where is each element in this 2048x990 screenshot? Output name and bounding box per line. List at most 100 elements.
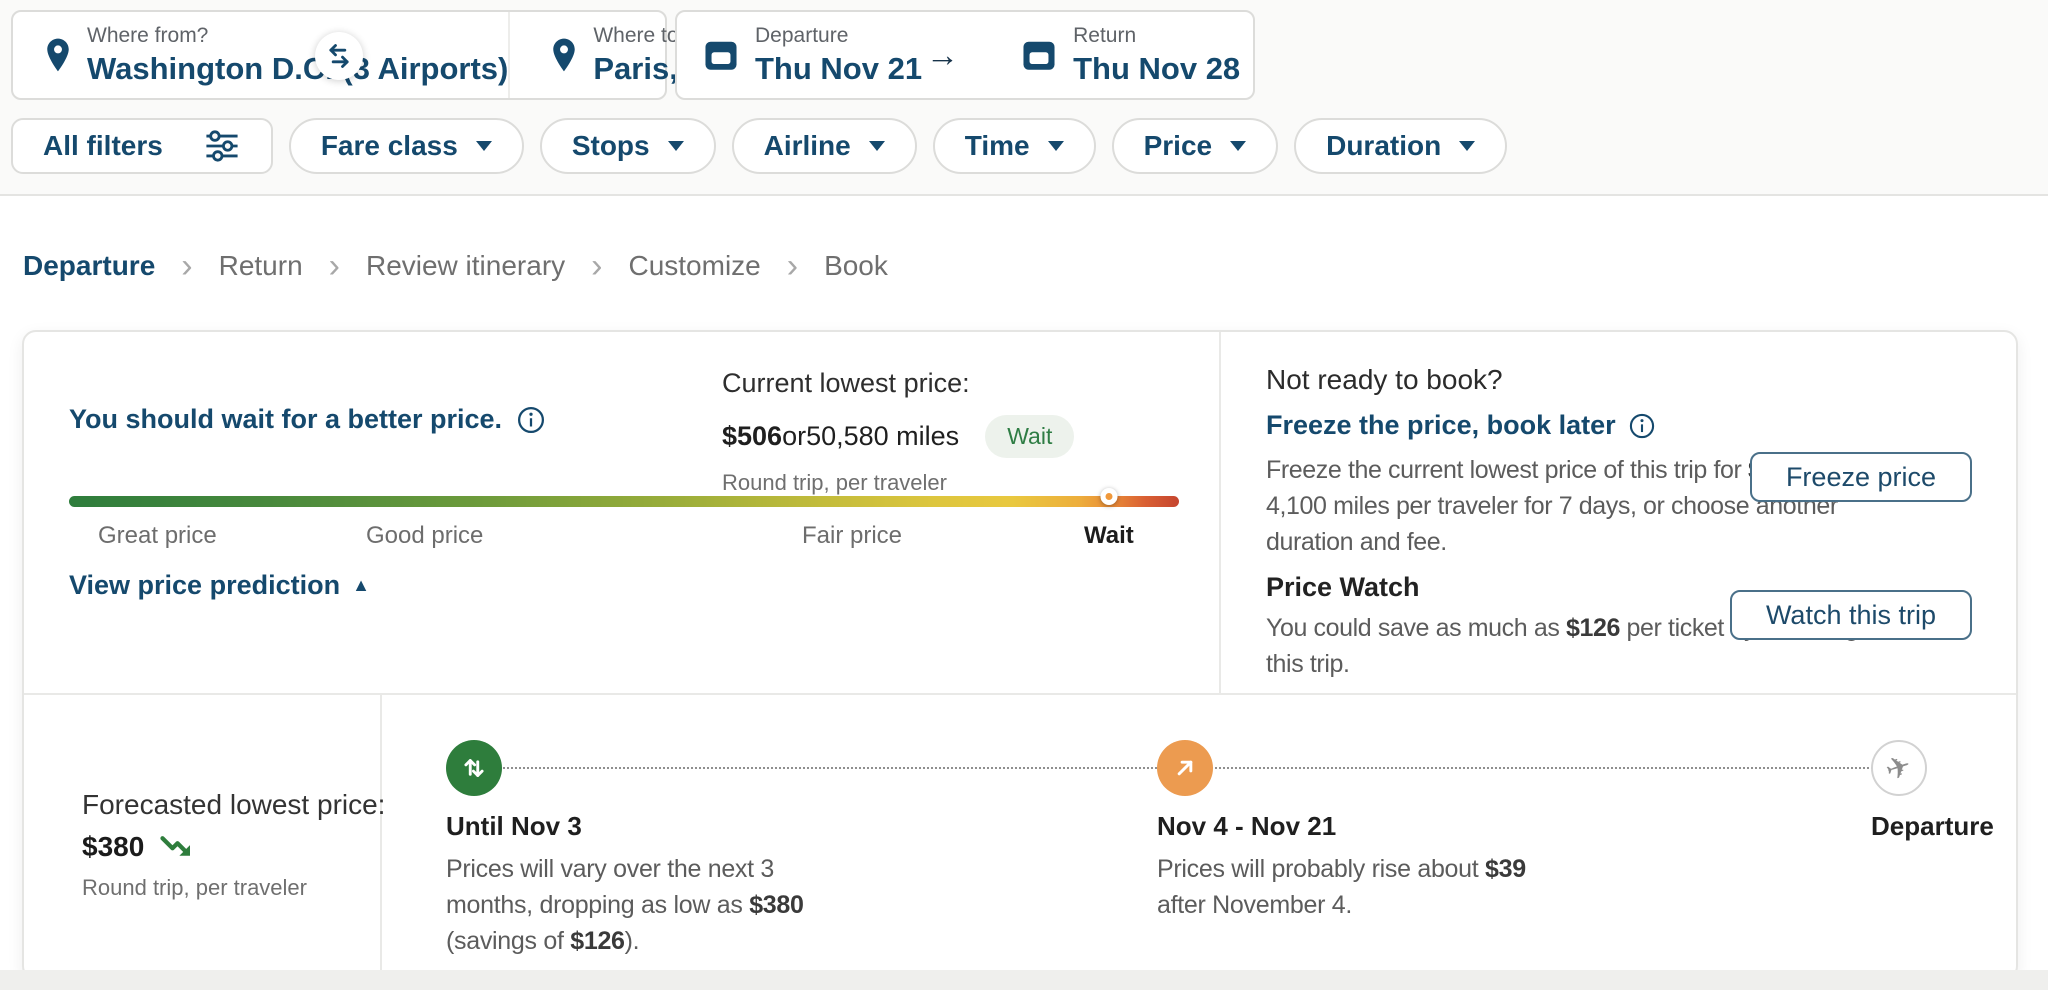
advice-heading: You should wait for a better price.	[69, 404, 546, 435]
all-filters-label: All filters	[43, 130, 163, 161]
swap-icon	[325, 42, 353, 70]
advice-text: You should wait for a better price.	[69, 404, 503, 434]
locations-card: Where from? Washington D.C. (3 Airports)	[11, 10, 963, 100]
forecast-price-value: $380	[82, 831, 145, 862]
price-meter-marker	[1100, 488, 1118, 505]
timeline-departure-label: Departure	[1871, 811, 1994, 841]
freeze-price-title: Freeze the price, book later	[1266, 410, 1656, 441]
arrow-right-icon: →	[926, 36, 960, 73]
not-ready-panel: Not ready to book? Freeze the price, boo…	[1221, 332, 2016, 693]
filter-pill-stops[interactable]: Stops	[539, 118, 716, 174]
price-rise-icon	[1157, 740, 1213, 796]
meter-label-wait: Wait	[1084, 522, 1134, 549]
view-price-prediction-link[interactable]: View price prediction ▲	[69, 570, 370, 601]
all-filters-button[interactable]: All filters	[11, 118, 273, 174]
not-ready-heading: Not ready to book?	[1266, 364, 1503, 395]
destination-label: Where to?	[593, 23, 691, 47]
forecast-note: Round trip, per traveler	[82, 875, 307, 900]
breadcrumb-return[interactable]: Return	[218, 250, 303, 281]
info-icon[interactable]	[1628, 412, 1656, 440]
chevron-right-icon: ›	[786, 247, 799, 285]
filter-pill-time[interactable]: Time	[932, 118, 1096, 174]
trend-down-icon	[160, 834, 200, 860]
price-vary-icon	[446, 740, 502, 796]
breadcrumb: Departure › Return › Review itinerary › …	[23, 247, 2048, 285]
breadcrumb-customize[interactable]: Customize	[628, 250, 761, 281]
origin-label: Where from?	[87, 23, 209, 47]
current-price-note: Round trip, per traveler	[722, 470, 947, 495]
departure-date-label: Departure	[755, 23, 849, 47]
sliders-icon	[203, 129, 241, 163]
return-date-label: Return	[1073, 23, 1137, 47]
departure-date-value: Thu Nov 21	[755, 50, 923, 86]
filter-pill-fare-class[interactable]: Fare class	[288, 118, 524, 174]
filter-pill-label: Price	[1143, 130, 1213, 161]
freeze-price-button[interactable]: Freeze price	[1749, 452, 1972, 502]
search-row: Where from? Washington D.C. (3 Airports)	[11, 10, 2048, 100]
info-icon[interactable]	[516, 405, 546, 435]
departure-date-field[interactable]: Departure Thu Nov 21	[703, 24, 922, 87]
timeline-milestone-heading: Until Nov 3	[446, 811, 582, 841]
price-watch-description: You could save as much as $126 per ticke…	[1266, 614, 1859, 678]
price-watch-title: Price Watch	[1266, 572, 1420, 603]
caret-down-icon	[1230, 141, 1247, 151]
timeline-milestone-body: Prices will vary over the next 3 months,…	[446, 855, 804, 955]
filter-pill-label: Duration	[1326, 130, 1442, 161]
current-price-line: $506 or 50,580 miles Wait	[722, 415, 1075, 458]
current-price-value: $506	[722, 421, 783, 451]
caret-down-icon	[868, 141, 885, 151]
filter-row: All filters Fare class Stops Airline Tim…	[11, 118, 2048, 174]
meter-label-good: Good price	[366, 522, 484, 549]
origin-value: Washington D.C. (3 Airports)	[87, 50, 509, 86]
chevron-right-icon: ›	[181, 247, 193, 285]
caret-down-icon	[667, 141, 684, 151]
price-meter	[69, 488, 1179, 507]
breadcrumb-book[interactable]: Book	[824, 250, 888, 281]
wait-status-badge: Wait	[985, 415, 1075, 458]
view-price-prediction-label: View price prediction	[69, 570, 341, 600]
price-join-text: or	[782, 421, 807, 451]
location-pin-icon	[44, 37, 72, 73]
freeze-price-description: Freeze the current lowest price of this …	[1266, 456, 1838, 556]
watch-this-trip-button[interactable]: Watch this trip	[1729, 590, 1972, 640]
prediction-top-section: You should wait for a better price. Curr…	[24, 332, 2016, 695]
search-header: Where from? Washington D.C. (3 Airports)	[0, 0, 2048, 196]
filter-pill-label: Time	[964, 130, 1030, 161]
page-bottom-strip	[0, 970, 2048, 990]
current-price-title: Current lowest price:	[722, 368, 970, 398]
swap-locations-button[interactable]	[315, 32, 363, 80]
caret-down-icon	[475, 141, 492, 151]
location-pin-icon	[550, 37, 578, 73]
current-miles-value: 50,580 miles	[806, 421, 960, 451]
filter-pill-label: Airline	[763, 130, 851, 161]
meter-label-great: Great price	[98, 522, 217, 549]
forecast-title: Forecasted lowest price:	[82, 789, 386, 820]
price-watch-title-text: Price Watch	[1266, 572, 1420, 602]
freeze-price-title-text: Freeze the price, book later	[1266, 410, 1616, 440]
origin-field[interactable]: Where from? Washington D.C. (3 Airports)	[13, 12, 508, 98]
timeline-milestone-body: Prices will probably rise about $39 afte…	[1157, 855, 1526, 919]
filter-pill-airline[interactable]: Airline	[731, 118, 917, 174]
dates-card: Departure Thu Nov 21 → Return Thu Nov 28	[675, 10, 1255, 100]
price-prediction-card: You should wait for a better price. Curr…	[22, 330, 2018, 980]
breadcrumb-departure[interactable]: Departure	[23, 250, 156, 281]
airplane-icon: ✈	[1871, 740, 1927, 796]
meter-label-fair: Fair price	[802, 522, 903, 549]
price-meter-track	[69, 496, 1179, 507]
breadcrumb-review-itinerary[interactable]: Review itinerary	[365, 250, 566, 281]
forecast-section: Forecasted lowest price: $380 Round trip…	[24, 695, 2016, 978]
calendar-icon	[703, 38, 739, 72]
filter-pill-duration[interactable]: Duration	[1294, 118, 1508, 174]
caret-down-icon	[1047, 141, 1064, 151]
price-timeline: ✈ Until Nov 3 Prices will vary over the …	[382, 695, 2016, 978]
calendar-icon	[1021, 38, 1057, 72]
caret-down-icon	[1459, 141, 1476, 151]
forecast-summary: Forecasted lowest price: $380 Round trip…	[24, 695, 386, 978]
return-date-field[interactable]: Return Thu Nov 28	[963, 24, 1240, 87]
filter-pill-price[interactable]: Price	[1111, 118, 1279, 174]
filter-pill-label: Fare class	[320, 130, 458, 161]
forecast-price-row: $380	[82, 831, 200, 863]
timeline-milestone-heading: Nov 4 - Nov 21	[1157, 811, 1337, 841]
current-price-block: Current lowest price: $506 or 50,580 mil…	[722, 368, 1075, 496]
return-date-value: Thu Nov 28	[1073, 50, 1241, 86]
